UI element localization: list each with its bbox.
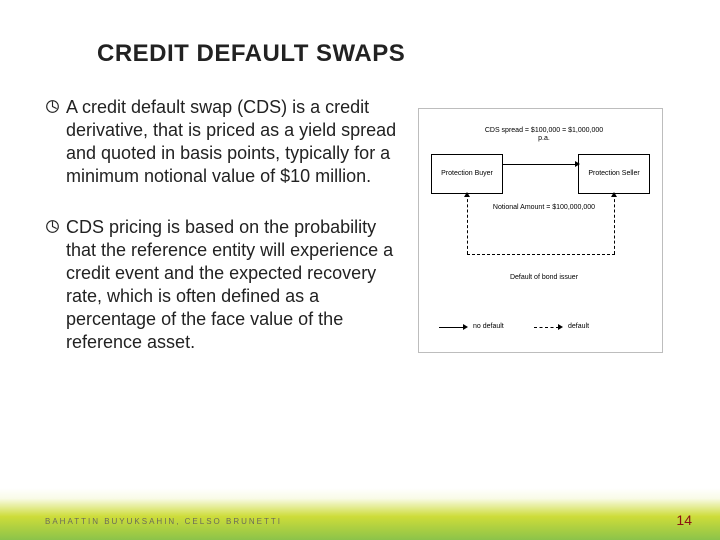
diagram-mid-label: Notional Amount = $100,000,000 [479,204,609,212]
arrow-right-icon [558,324,563,330]
arrow-up-icon [464,192,470,197]
diagram-arrow-solid [503,164,576,165]
bullet-text: A credit default swap (CDS) is a credit … [66,96,400,188]
diagram-box-right: Protection Seller [578,154,650,194]
legend-solid-line [439,327,464,328]
bullet-item: CDS pricing is based on the probability … [45,216,400,354]
arrow-up-icon [611,192,617,197]
diagram-bottom-label: Default of bond issuer [489,274,599,282]
diagram-dash [614,194,615,254]
slide: CREDIT DEFAULT SWAPS A credit default sw… [0,0,720,540]
page-number: 14 [676,512,692,528]
footer-authors: BAHATTIN BUYUKSAHIN, CELSO BRUNETTI [45,517,282,526]
diagram-column: CDS spread = $100,000 = $1,000,000 p.a. … [418,96,663,382]
legend-solid-label: no default [473,323,504,331]
footer-gradient: BAHATTIN BUYUKSAHIN, CELSO BRUNETTI 14 [0,488,720,540]
diagram-box-left: Protection Buyer [431,154,503,194]
diagram-dash [467,194,468,254]
slide-title: CREDIT DEFAULT SWAPS [97,40,675,68]
bullet-item: A credit default swap (CDS) is a credit … [45,96,400,188]
diagram-top-label: CDS spread = $100,000 = $1,000,000 p.a. [479,127,609,142]
bullet-icon [45,219,63,237]
legend-dash-label: default [568,323,589,331]
text-column: A credit default swap (CDS) is a credit … [45,96,400,382]
legend-dash-line [534,327,559,328]
bullet-text: CDS pricing is based on the probability … [66,216,400,354]
arrow-right-icon [463,324,468,330]
bullet-icon [45,99,63,117]
diagram-dash [467,254,615,255]
arrow-right-icon [575,161,580,167]
content-row: A credit default swap (CDS) is a credit … [45,96,675,382]
cds-diagram: CDS spread = $100,000 = $1,000,000 p.a. … [418,108,663,353]
